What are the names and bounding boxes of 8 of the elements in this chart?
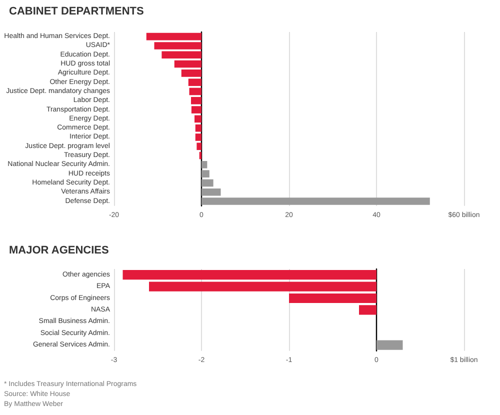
bar	[195, 124, 202, 132]
bar	[189, 88, 202, 96]
chart-title: MAJOR AGENCIES	[9, 244, 109, 256]
bar	[174, 60, 202, 68]
bar	[194, 115, 202, 123]
bar	[202, 179, 214, 187]
bar	[146, 32, 202, 40]
chart-title: CABINET DEPARTMENTS	[9, 6, 144, 18]
